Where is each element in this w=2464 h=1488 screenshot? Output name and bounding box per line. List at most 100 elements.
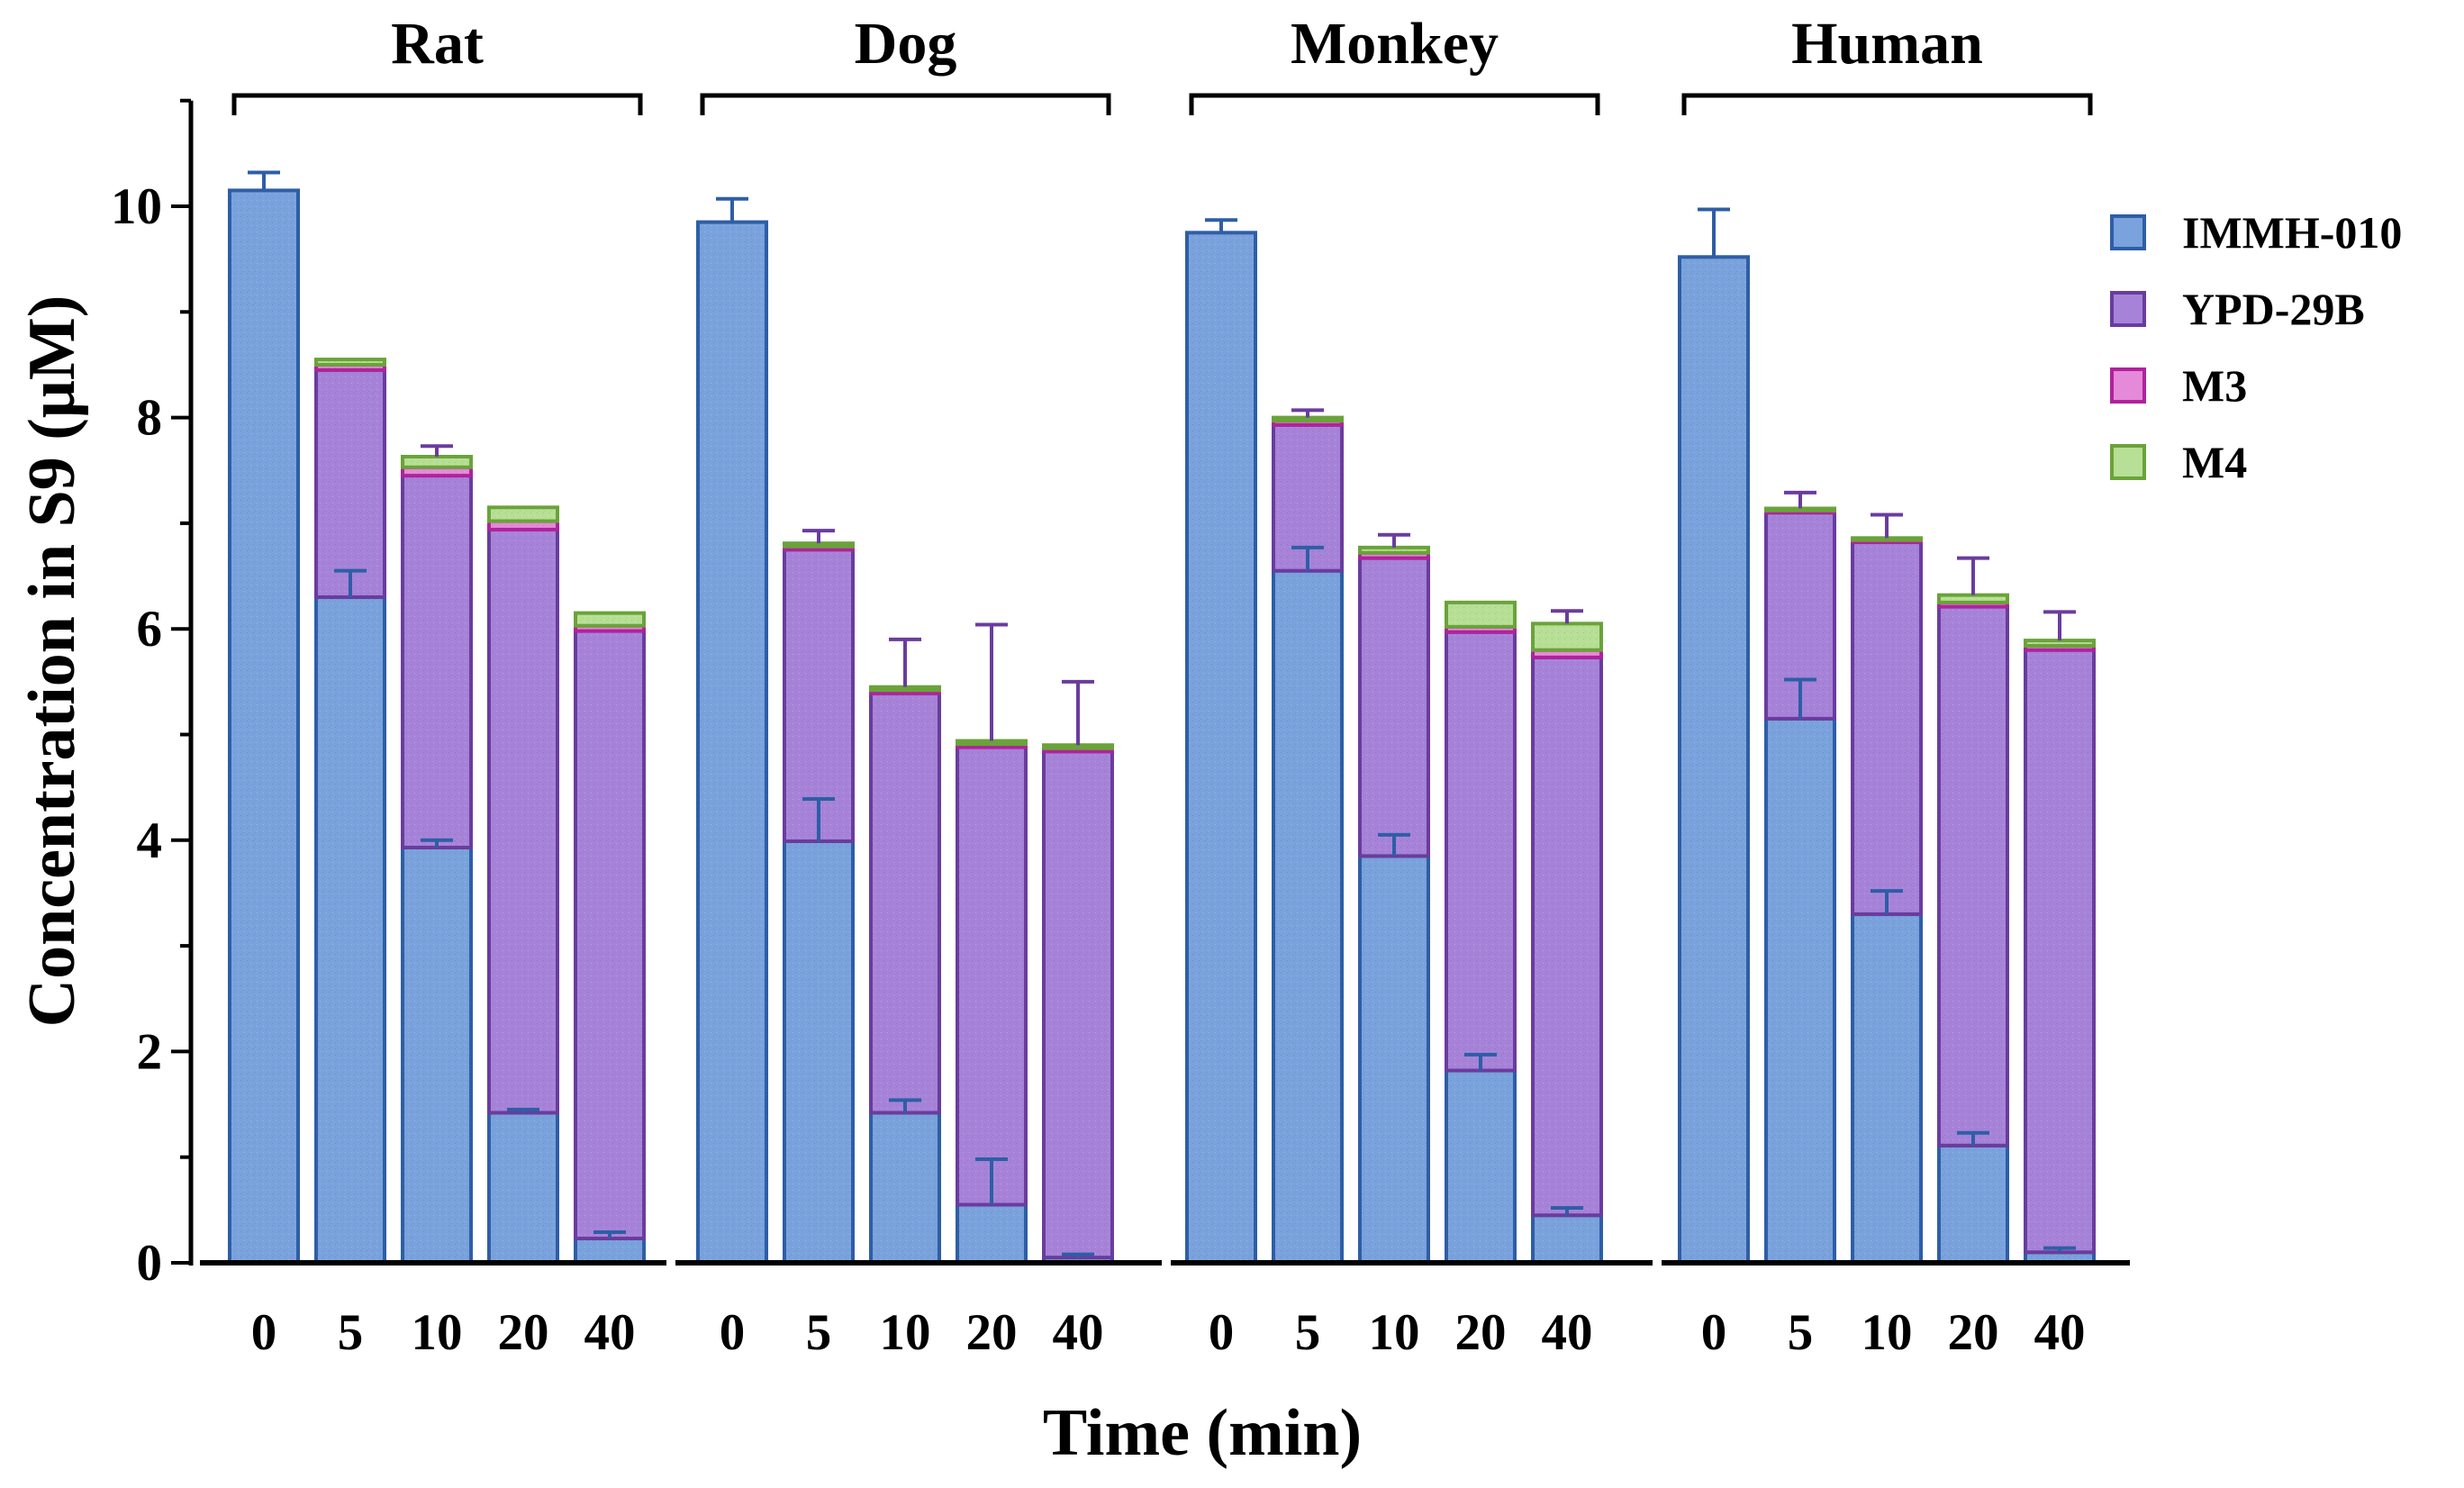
segment-dog-20-m4 xyxy=(956,739,1028,747)
segment-human-40-immh-010-texture xyxy=(2027,1254,2092,1261)
errorbar-top-human-20 xyxy=(1957,556,1989,595)
errorbar-top-dog-40 xyxy=(1062,679,1094,746)
segment-dog-20-ypd-29b-texture xyxy=(959,749,1024,1203)
x-axis-title: Time (min) xyxy=(1043,1396,1362,1470)
legend-swatch-ypd-29b xyxy=(2110,291,2146,327)
x-tick-label-rat-5: 5 xyxy=(338,1304,364,1361)
bar-rat-20min xyxy=(487,505,559,1265)
bar-dog-5min xyxy=(783,529,855,1266)
bar-rat-0min xyxy=(228,170,300,1265)
segment-monkey-20-m3-texture xyxy=(1448,628,1513,631)
x-tick-label-monkey-20: 20 xyxy=(1455,1304,1507,1361)
segment-monkey-20-immh-010-texture xyxy=(1448,1072,1513,1261)
legend-swatch-m3 xyxy=(2110,367,2146,404)
bar-monkey-10min xyxy=(1358,532,1430,1266)
segment-rat-5-m3-texture xyxy=(318,366,383,368)
segment-dog-40-ypd-29b-texture xyxy=(1046,753,1110,1257)
segment-monkey-10-m4-texture xyxy=(1362,549,1427,551)
errorbar-inner-human-5 xyxy=(1784,677,1816,719)
segment-rat-20-immh-010-texture xyxy=(491,1114,556,1261)
x-tick-label-rat-0: 0 xyxy=(251,1304,277,1361)
segment-rat-5-ypd-29b-texture xyxy=(318,371,383,596)
bar-dog-20min xyxy=(956,622,1028,1265)
segment-human-10-immh-010-texture xyxy=(1854,915,1919,1261)
x-tick-label-human-0: 0 xyxy=(1701,1304,1727,1361)
segment-rat-10-m4-texture xyxy=(404,458,469,466)
errorbar-top-rat-10 xyxy=(421,444,453,458)
group-title-monkey: Monkey xyxy=(1291,11,1499,77)
errorbar-top-human-0 xyxy=(1698,207,1730,258)
bar-monkey-0min xyxy=(1185,218,1257,1266)
segment-rat-20-ypd-29b-texture xyxy=(491,531,556,1111)
bar-monkey-20min xyxy=(1445,600,1517,1266)
errorbar-inner-rat-40 xyxy=(593,1229,626,1239)
x-tick-label-rat-20: 20 xyxy=(498,1304,549,1361)
segment-monkey-40-m4-texture xyxy=(1535,625,1599,649)
segment-rat-10-ypd-29b-texture xyxy=(404,477,469,847)
errorbar-top-dog-20 xyxy=(975,622,1008,741)
x-tick-label-monkey-40: 40 xyxy=(1542,1304,1593,1361)
segment-monkey-40-ypd-29b-texture xyxy=(1535,658,1599,1214)
segment-human-0-immh-010-texture xyxy=(1681,259,1746,1262)
bar-human-20min xyxy=(1937,556,2009,1265)
legend-label-m4: M4 xyxy=(2182,437,2247,487)
segment-monkey-5-ypd-29b-texture xyxy=(1275,426,1340,569)
segment-human-40-m4-texture xyxy=(2027,642,2092,644)
errorbar-top-monkey-40 xyxy=(1551,609,1583,624)
segment-human-20-immh-010-texture xyxy=(1941,1147,2006,1261)
bar-human-40min xyxy=(2024,610,2096,1266)
y-axis-title: Concentration in S9 (μM) xyxy=(15,295,89,1028)
group-bracket-human xyxy=(1681,93,2093,115)
segment-rat-20-m4-texture xyxy=(491,509,556,520)
errorbar-inner-dog-40 xyxy=(1062,1252,1094,1258)
x-tick-label-human-5: 5 xyxy=(1788,1304,1814,1361)
errorbar-top-monkey-0 xyxy=(1205,218,1237,233)
segment-monkey-0-immh-010-texture xyxy=(1189,234,1254,1262)
segment-rat-40-ypd-29b-texture xyxy=(577,632,642,1238)
errorbar-top-rat-0 xyxy=(248,170,280,191)
x-tick-label-rat-40: 40 xyxy=(584,1304,636,1361)
x-tick-label-dog-20: 20 xyxy=(966,1304,1018,1361)
legend-label-ypd-29b: YPD-29B xyxy=(2182,284,2365,334)
group-title-human: Human xyxy=(1791,11,1983,77)
errorbar-inner-rat-5 xyxy=(334,568,367,598)
segment-human-5-immh-010-texture xyxy=(1768,720,1833,1261)
bar-rat-10min xyxy=(401,444,473,1265)
segment-dog-20-immh-010-texture xyxy=(959,1206,1024,1261)
segment-monkey-5-immh-010-texture xyxy=(1275,572,1340,1261)
segment-dog-5-immh-010-texture xyxy=(786,842,851,1261)
bar-dog-0min xyxy=(696,196,768,1266)
x-tick-label-dog-10: 10 xyxy=(880,1304,931,1361)
errorbar-inner-dog-5 xyxy=(802,797,835,841)
bar-rat-40min xyxy=(574,611,646,1265)
segment-dog-40-m4 xyxy=(1042,743,1114,750)
segment-rat-10-m3-texture xyxy=(404,468,469,475)
errorbar-top-dog-5 xyxy=(802,529,835,544)
bar-human-0min xyxy=(1678,207,1750,1266)
errorbar-inner-rat-10 xyxy=(421,838,453,848)
x-tick-label-monkey-0: 0 xyxy=(1209,1304,1235,1361)
segment-human-20-m3-texture xyxy=(1941,603,2006,605)
legend-swatch-immh-010 xyxy=(2110,214,2146,250)
errorbar-top-human-5 xyxy=(1784,490,1816,509)
x-tick-label-dog-5: 5 xyxy=(806,1304,832,1361)
segment-dog-10-immh-010-texture xyxy=(873,1114,938,1261)
x-tick-label-dog-40: 40 xyxy=(1053,1304,1104,1361)
errorbar-inner-human-40 xyxy=(2043,1246,2076,1253)
segment-monkey-40-m3-texture xyxy=(1535,651,1599,656)
y-tick-label-4: 4 xyxy=(137,812,163,869)
group-title-dog: Dog xyxy=(855,11,957,77)
x-tick-label-dog-0: 0 xyxy=(720,1304,746,1361)
bar-human-5min xyxy=(1764,490,1836,1265)
group-bracket-rat xyxy=(231,93,643,115)
errorbar-top-monkey-10 xyxy=(1378,532,1410,548)
x-tick-label-monkey-5: 5 xyxy=(1295,1304,1321,1361)
errorbar-top-human-10 xyxy=(1871,513,1903,539)
segment-monkey-10-m3-texture xyxy=(1362,554,1427,557)
errorbar-top-dog-0 xyxy=(716,196,748,222)
segment-rat-40-immh-010-texture xyxy=(577,1240,642,1261)
errorbar-inner-monkey-40 xyxy=(1551,1206,1583,1216)
x-tick-label-monkey-10: 10 xyxy=(1369,1304,1420,1361)
